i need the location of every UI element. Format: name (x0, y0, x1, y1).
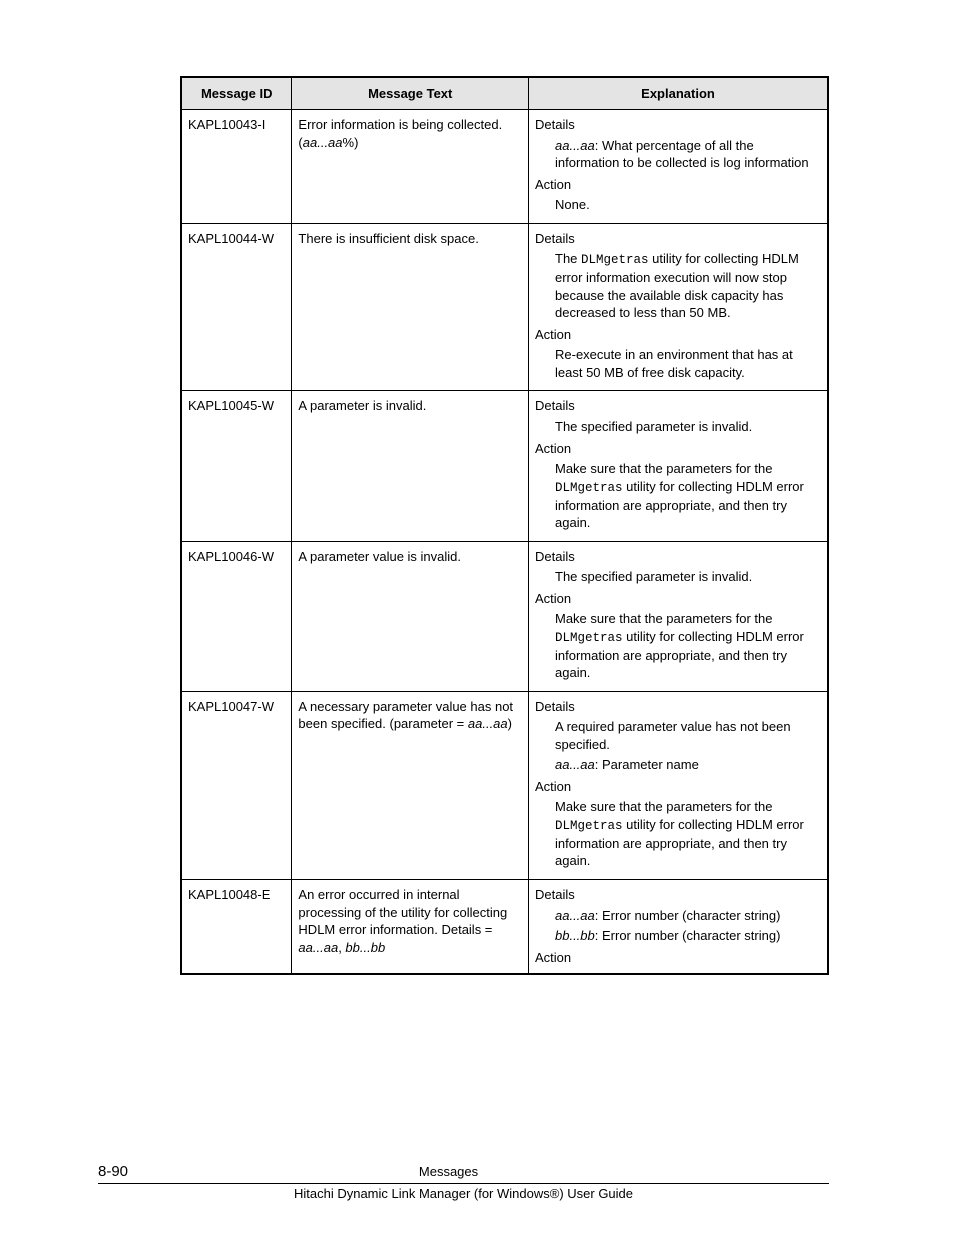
messages-table: Message ID Message Text Explanation KAPL… (180, 76, 829, 975)
header-message-text: Message Text (292, 77, 529, 110)
action-body: None. (535, 196, 821, 214)
action-label: Action (535, 176, 821, 194)
details-label: Details (535, 886, 821, 904)
action-body: Re-execute in an environment that has at… (535, 346, 821, 381)
details-body: aa...aa: Error number (character string) (535, 907, 821, 925)
page-content: Message ID Message Text Explanation KAPL… (0, 0, 954, 975)
header-explanation: Explanation (529, 77, 829, 110)
action-body: Make sure that the parameters for the DL… (535, 610, 821, 682)
action-label: Action (535, 326, 821, 344)
cell-message-text: There is insufficient disk space. (292, 223, 529, 391)
details-label: Details (535, 548, 821, 566)
cell-message-id: KAPL10047-W (181, 691, 292, 879)
cell-explanation: Details aa...aa: What percentage of all … (529, 110, 829, 224)
table-row: KAPL10045-W A parameter is invalid. Deta… (181, 391, 828, 541)
action-body: Make sure that the parameters for the DL… (535, 460, 821, 532)
action-body: Make sure that the parameters for the DL… (535, 798, 821, 870)
cell-explanation: Details The DLMgetras utility for collec… (529, 223, 829, 391)
table-header-row: Message ID Message Text Explanation (181, 77, 828, 110)
table-row: KAPL10048-E An error occurred in interna… (181, 880, 828, 975)
details-body: The DLMgetras utility for collecting HDL… (535, 250, 821, 322)
cell-message-text: A parameter value is invalid. (292, 541, 529, 691)
details-label: Details (535, 698, 821, 716)
header-message-id: Message ID (181, 77, 292, 110)
details-body: bb...bb: Error number (character string) (535, 927, 821, 945)
cell-message-id: KAPL10046-W (181, 541, 292, 691)
cell-explanation: Details The specified parameter is inval… (529, 541, 829, 691)
cell-message-text: An error occurred in internal processing… (292, 880, 529, 975)
cell-explanation: Details A required parameter value has n… (529, 691, 829, 879)
cell-explanation: Details The specified parameter is inval… (529, 391, 829, 541)
footer-divider (98, 1183, 829, 1184)
cell-message-text: A necessary parameter value has not been… (292, 691, 529, 879)
action-label: Action (535, 440, 821, 458)
cell-message-id: KAPL10045-W (181, 391, 292, 541)
cell-message-id: KAPL10048-E (181, 880, 292, 975)
action-label: Action (535, 590, 821, 608)
details-body: aa...aa: Parameter name (535, 756, 821, 774)
cell-message-id: KAPL10043-I (181, 110, 292, 224)
table-row: KAPL10046-W A parameter value is invalid… (181, 541, 828, 691)
details-body: A required parameter value has not been … (535, 718, 821, 753)
cell-message-id: KAPL10044-W (181, 223, 292, 391)
details-label: Details (535, 116, 821, 134)
footer-subtitle: Hitachi Dynamic Link Manager (for Window… (0, 1186, 954, 1201)
details-label: Details (535, 230, 821, 248)
page-footer: 8-90 Messages Hitachi Dynamic Link Manag… (0, 1163, 954, 1201)
table-row: KAPL10044-W There is insufficient disk s… (181, 223, 828, 391)
cell-message-text: Error information is being collected. (a… (292, 110, 529, 224)
table-row: KAPL10047-W A necessary parameter value … (181, 691, 828, 879)
page-number: 8-90 (98, 1163, 128, 1180)
footer-title: Messages (128, 1164, 829, 1179)
action-label: Action (535, 778, 821, 796)
details-body: aa...aa: What percentage of all the info… (535, 137, 821, 172)
table-row: KAPL10043-I Error information is being c… (181, 110, 828, 224)
details-body: The specified parameter is invalid. (535, 568, 821, 586)
cell-message-text: A parameter is invalid. (292, 391, 529, 541)
details-label: Details (535, 397, 821, 415)
cell-explanation: Details aa...aa: Error number (character… (529, 880, 829, 975)
details-body: The specified parameter is invalid. (535, 418, 821, 436)
action-label: Action (535, 949, 821, 967)
